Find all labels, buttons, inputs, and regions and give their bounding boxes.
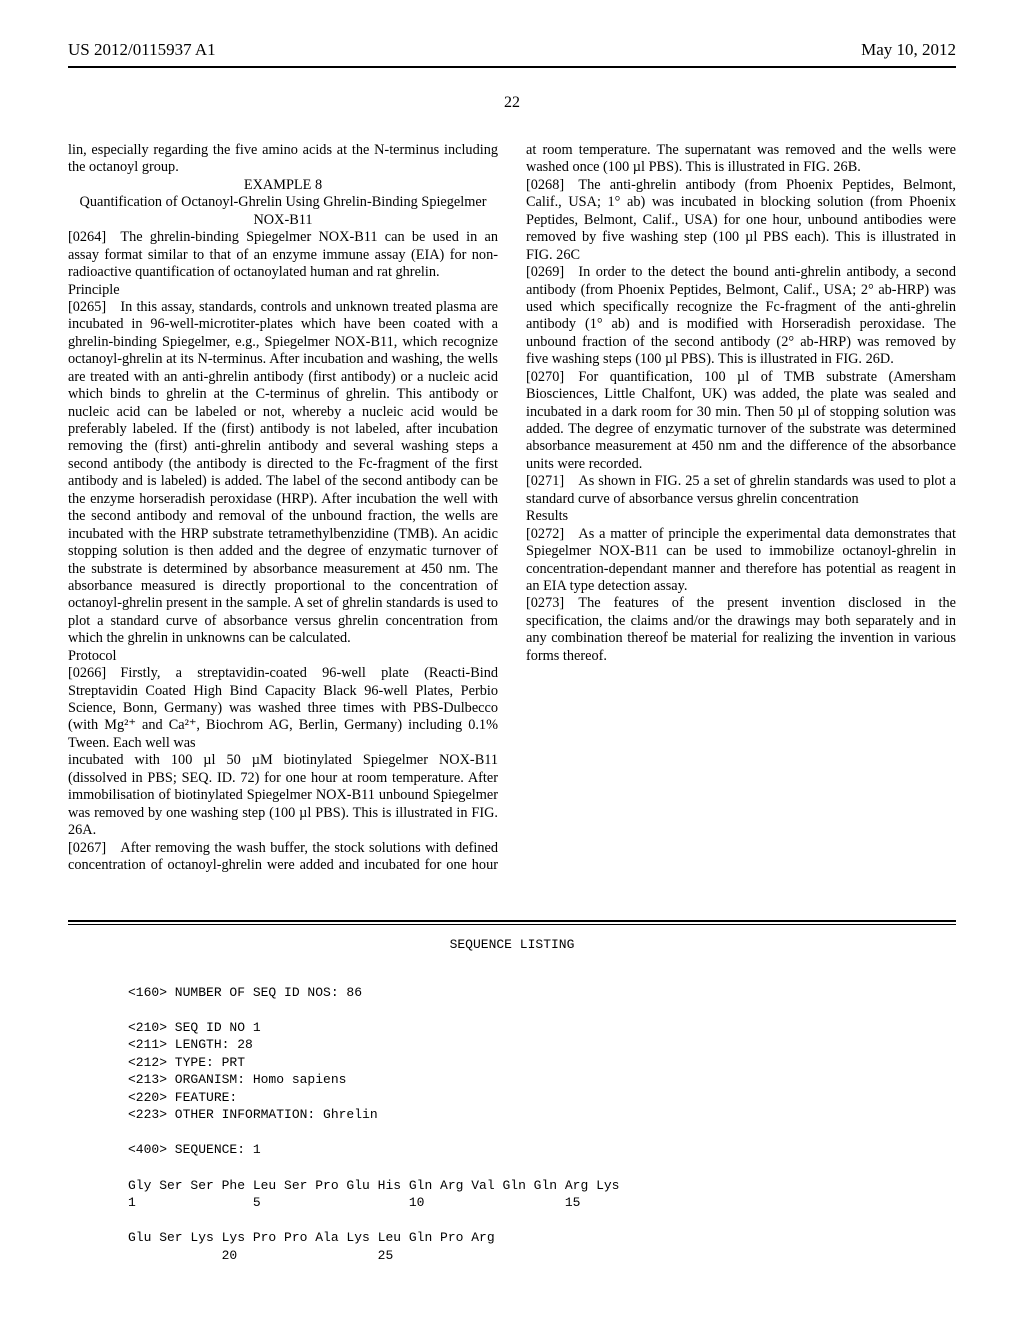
para-0268: [0268] The anti-ghrelin antibody (from P… xyxy=(526,177,956,264)
header-rule xyxy=(68,66,956,68)
sequence-rule xyxy=(68,920,956,922)
page-number: 22 xyxy=(68,94,956,112)
seq-line: <220> FEATURE: xyxy=(128,1090,237,1105)
para-0264: [0264] The ghrelin-binding Spiegelmer NO… xyxy=(68,229,498,281)
sequence-listing-block: <160> NUMBER OF SEQ ID NOS: 86 <210> SEQ… xyxy=(68,966,956,1264)
example-title: Quantification of Octanoyl-Ghrelin Using… xyxy=(68,194,498,229)
para-0273: [0273] The features of the present inven… xyxy=(526,595,956,665)
para-0272: [0272] As a matter of principle the expe… xyxy=(526,526,956,596)
protocol-heading: Protocol xyxy=(68,648,498,665)
sequence-rule xyxy=(68,924,956,925)
seq-line: <400> SEQUENCE: 1 xyxy=(128,1142,261,1157)
body-columns: lin, especially regarding the five amino… xyxy=(68,142,956,892)
publication-number: US 2012/0115937 A1 xyxy=(68,40,216,60)
results-heading: Results xyxy=(526,508,956,525)
seq-line: Glu Ser Lys Lys Pro Pro Ala Lys Leu Gln … xyxy=(128,1230,495,1245)
example-label: EXAMPLE 8 xyxy=(68,177,498,194)
seq-line: Gly Ser Ser Phe Leu Ser Pro Glu His Gln … xyxy=(128,1178,619,1193)
para-0270: [0270] For quantification, 100 µl of TMB… xyxy=(526,369,956,474)
para-0265: [0265] In this assay, standards, control… xyxy=(68,299,498,648)
para-0266: [0266] Firstly, a streptavidin-coated 96… xyxy=(68,665,498,752)
seq-line: <212> TYPE: PRT xyxy=(128,1055,245,1070)
para-0271: [0271] As shown in FIG. 25 a set of ghre… xyxy=(526,473,956,508)
principle-heading: Principle xyxy=(68,282,498,299)
para-0266-cont: incubated with 100 µl 50 µM biotinylated… xyxy=(68,752,498,839)
seq-line: <210> SEQ ID NO 1 xyxy=(128,1020,261,1035)
sequence-listing-title: SEQUENCE LISTING xyxy=(68,937,956,952)
seq-line: 1 5 10 15 xyxy=(128,1195,580,1210)
para-continuation: lin, especially regarding the five amino… xyxy=(68,142,498,177)
para-0269: [0269] In order to the detect the bound … xyxy=(526,264,956,369)
publication-date: May 10, 2012 xyxy=(861,40,956,60)
seq-line: <160> NUMBER OF SEQ ID NOS: 86 xyxy=(128,985,362,1000)
seq-line: <223> OTHER INFORMATION: Ghrelin xyxy=(128,1107,378,1122)
seq-line: <213> ORGANISM: Homo sapiens xyxy=(128,1072,346,1087)
seq-line: 20 25 xyxy=(128,1248,393,1263)
seq-line: <211> LENGTH: 28 xyxy=(128,1037,253,1052)
